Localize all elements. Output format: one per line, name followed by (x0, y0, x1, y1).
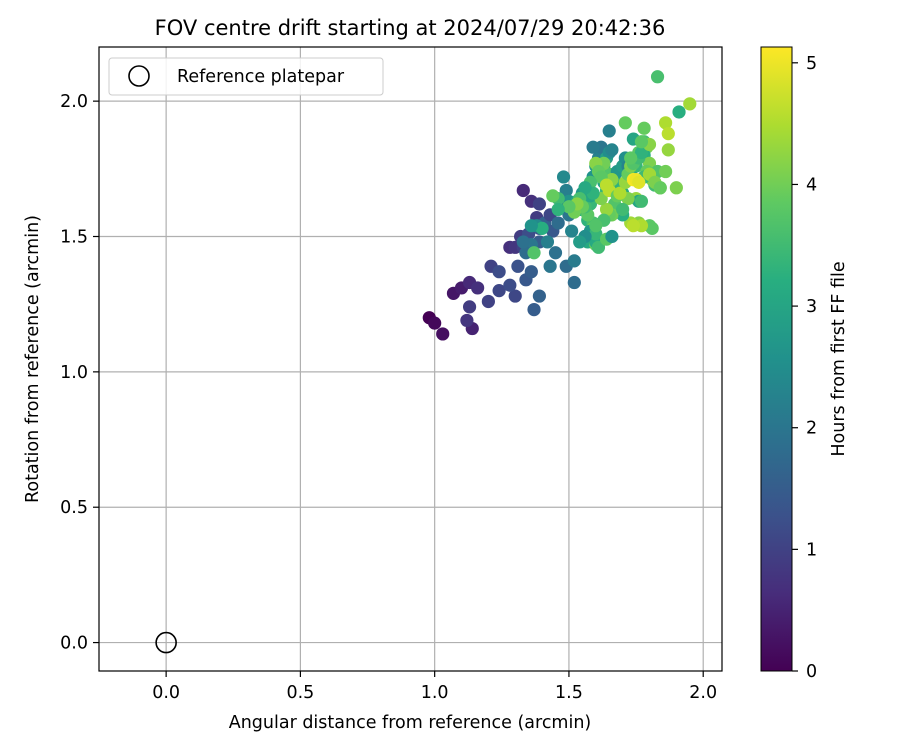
data-point (503, 278, 517, 292)
x-axis-label: Angular distance from reference (arcmin) (229, 713, 592, 733)
legend-box (108, 57, 384, 96)
data-point (551, 216, 565, 230)
y-axis-ticks: 0.0 0.5 1.0 1.5 2.0 (60, 92, 99, 654)
data-point (634, 194, 649, 208)
data-point (586, 140, 600, 154)
plot-frame (98, 46, 723, 672)
data-point (591, 240, 606, 254)
data-point (462, 300, 477, 314)
data-point (669, 181, 683, 195)
colorbar-tick-label: 3 (806, 297, 817, 317)
data-point (605, 143, 619, 157)
legend-marker-open-circle (128, 65, 150, 87)
data-point (481, 294, 495, 309)
data-point (602, 124, 616, 138)
data-point (624, 151, 638, 165)
data-point (605, 229, 619, 244)
data-point (546, 189, 560, 203)
data-point (428, 316, 442, 330)
x-tick-label: 2.0 (689, 683, 717, 703)
data-point (524, 219, 538, 233)
x-tick-label: 0.0 (152, 683, 180, 703)
colorbar-tick-label: 5 (806, 54, 817, 74)
colorbar-tick-label: 4 (806, 175, 817, 195)
data-point (637, 121, 651, 135)
data-point (661, 143, 675, 157)
colorbar-gradient (760, 46, 793, 672)
data-point (616, 202, 630, 217)
data-point (516, 183, 530, 198)
data-point (567, 254, 581, 268)
y-tick-label: 1.0 (60, 363, 88, 383)
data-point (650, 70, 665, 84)
data-point (492, 284, 506, 298)
data-point (634, 145, 649, 160)
data-point (492, 265, 506, 279)
colorbar-label: Hours from first FF file (829, 261, 849, 456)
data-point (645, 221, 659, 235)
reference-platepar-marker (155, 631, 177, 654)
data-point (618, 116, 632, 130)
data-point (471, 281, 485, 295)
legend-label: Reference platepar (177, 67, 345, 87)
data-point (683, 97, 697, 111)
data-point (460, 313, 474, 328)
y-tick-label: 0.5 (60, 498, 88, 518)
data-point (567, 275, 581, 290)
data-point (672, 105, 686, 119)
data-point (562, 200, 576, 214)
y-tick-label: 2.0 (60, 92, 88, 112)
data-point (573, 235, 587, 249)
x-tick-label: 1.5 (555, 683, 583, 703)
data-point (543, 259, 557, 273)
data-point (659, 116, 673, 130)
data-point (508, 289, 522, 303)
data-point (556, 170, 571, 184)
chart-title: FOV centre drift starting at 2024/07/29 … (155, 16, 666, 40)
y-tick-label: 0.0 (60, 634, 88, 654)
data-point (559, 183, 573, 198)
colorbar-tick-label: 2 (806, 419, 817, 439)
scatter-points (422, 70, 697, 341)
data-point (551, 202, 565, 217)
data-point (511, 259, 525, 273)
data-point (436, 327, 450, 341)
data-point (565, 224, 579, 238)
data-point (578, 181, 592, 195)
data-point (532, 197, 546, 211)
colorbar: 0 1 2 3 4 5 Hours from first FF file (760, 46, 849, 682)
colorbar-tick-label: 0 (806, 662, 817, 682)
y-tick-label: 1.5 (60, 228, 88, 248)
data-point (626, 219, 640, 233)
data-point (524, 265, 538, 279)
grid-lines (99, 47, 722, 671)
data-point (599, 202, 614, 217)
data-point (661, 127, 675, 141)
data-point (653, 181, 667, 195)
data-point (532, 289, 546, 303)
data-point (548, 246, 563, 260)
data-point (659, 164, 673, 179)
y-axis-label: Rotation from reference (arcmin) (23, 215, 43, 503)
data-point (527, 246, 541, 260)
colorbar-ticks: 0 1 2 3 4 5 (792, 54, 817, 682)
x-axis-ticks: 0.0 0.5 1.0 1.5 2.0 (152, 671, 717, 703)
data-point (634, 135, 649, 149)
x-tick-label: 1.0 (421, 683, 449, 703)
colorbar-tick-label: 1 (806, 540, 817, 560)
data-point (535, 221, 549, 235)
data-point (589, 219, 603, 233)
x-tick-label: 0.5 (286, 683, 314, 703)
data-point (540, 235, 555, 249)
data-point (527, 302, 541, 317)
data-point (599, 178, 614, 192)
legend: Reference platepar (108, 57, 384, 96)
data-point (613, 186, 627, 200)
data-point (516, 235, 530, 249)
data-point (632, 175, 646, 189)
